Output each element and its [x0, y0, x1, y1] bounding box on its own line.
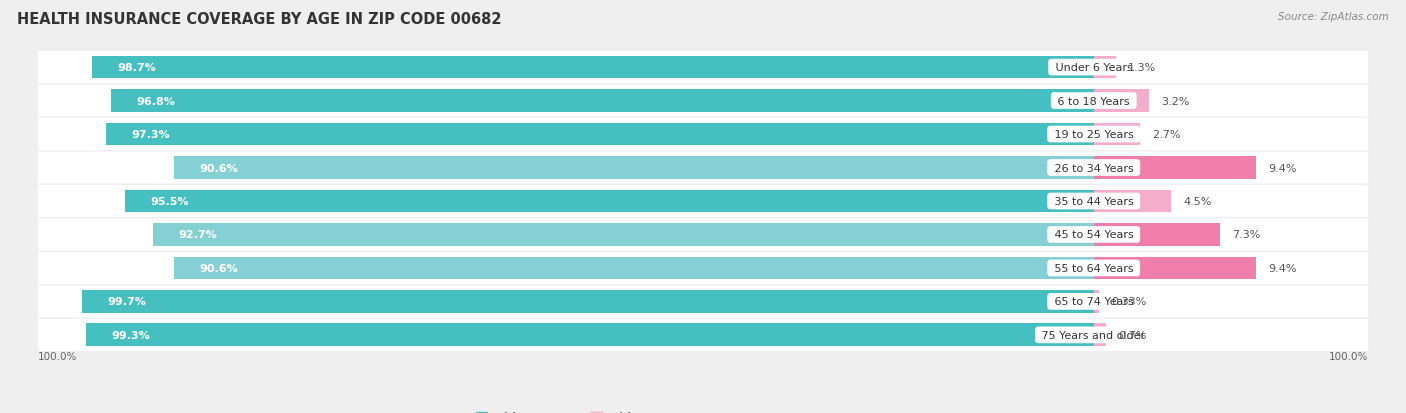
- Text: 96.8%: 96.8%: [136, 96, 176, 106]
- Text: 6 to 18 Years: 6 to 18 Years: [1054, 96, 1133, 106]
- Text: 1.3%: 1.3%: [1129, 63, 1157, 73]
- Text: 0.7%: 0.7%: [1118, 330, 1146, 340]
- Bar: [1094, 90, 1149, 113]
- Text: 0.33%: 0.33%: [1112, 297, 1147, 307]
- Text: 99.7%: 99.7%: [107, 297, 146, 307]
- Text: 2.7%: 2.7%: [1153, 130, 1181, 140]
- Text: 100.0%: 100.0%: [1329, 351, 1368, 361]
- Bar: [82, 290, 1094, 313]
- Text: 26 to 34 Years: 26 to 34 Years: [1050, 163, 1137, 173]
- Text: 90.6%: 90.6%: [200, 163, 239, 173]
- Bar: [91, 57, 1094, 79]
- Bar: [153, 223, 1094, 246]
- FancyBboxPatch shape: [38, 152, 1368, 184]
- Text: 4.5%: 4.5%: [1184, 197, 1212, 206]
- Text: HEALTH INSURANCE COVERAGE BY AGE IN ZIP CODE 00682: HEALTH INSURANCE COVERAGE BY AGE IN ZIP …: [17, 12, 502, 27]
- Bar: [1094, 190, 1171, 213]
- Text: 98.7%: 98.7%: [118, 63, 156, 73]
- Bar: [174, 157, 1094, 180]
- Text: 7.3%: 7.3%: [1232, 230, 1260, 240]
- FancyBboxPatch shape: [38, 119, 1368, 151]
- Text: 9.4%: 9.4%: [1268, 163, 1296, 173]
- Text: 95.5%: 95.5%: [150, 197, 188, 206]
- Text: 19 to 25 Years: 19 to 25 Years: [1050, 130, 1137, 140]
- Text: 65 to 74 Years: 65 to 74 Years: [1050, 297, 1137, 307]
- Text: 45 to 54 Years: 45 to 54 Years: [1050, 230, 1137, 240]
- Bar: [1094, 290, 1099, 313]
- FancyBboxPatch shape: [38, 219, 1368, 251]
- FancyBboxPatch shape: [38, 185, 1368, 218]
- Bar: [1094, 257, 1256, 280]
- Text: Source: ZipAtlas.com: Source: ZipAtlas.com: [1278, 12, 1389, 22]
- Text: 9.4%: 9.4%: [1268, 263, 1296, 273]
- Bar: [174, 257, 1094, 280]
- Bar: [107, 123, 1094, 146]
- Legend: With Coverage, Without Coverage: With Coverage, Without Coverage: [474, 409, 717, 413]
- Text: 55 to 64 Years: 55 to 64 Years: [1050, 263, 1137, 273]
- Bar: [86, 324, 1094, 347]
- Text: 3.2%: 3.2%: [1161, 96, 1189, 106]
- Bar: [1094, 57, 1116, 79]
- FancyBboxPatch shape: [38, 319, 1368, 351]
- Text: 99.3%: 99.3%: [111, 330, 150, 340]
- Text: 92.7%: 92.7%: [179, 230, 217, 240]
- Bar: [125, 190, 1094, 213]
- FancyBboxPatch shape: [38, 252, 1368, 284]
- Bar: [1094, 223, 1219, 246]
- Text: Under 6 Years: Under 6 Years: [1052, 63, 1136, 73]
- FancyBboxPatch shape: [38, 286, 1368, 318]
- FancyBboxPatch shape: [38, 85, 1368, 117]
- Text: 90.6%: 90.6%: [200, 263, 239, 273]
- Text: 100.0%: 100.0%: [38, 351, 77, 361]
- Bar: [1094, 123, 1140, 146]
- FancyBboxPatch shape: [38, 52, 1368, 84]
- Text: 35 to 44 Years: 35 to 44 Years: [1050, 197, 1137, 206]
- Text: 75 Years and older: 75 Years and older: [1039, 330, 1149, 340]
- Bar: [1094, 157, 1256, 180]
- Bar: [111, 90, 1094, 113]
- Text: 97.3%: 97.3%: [132, 130, 170, 140]
- Bar: [1094, 324, 1105, 347]
